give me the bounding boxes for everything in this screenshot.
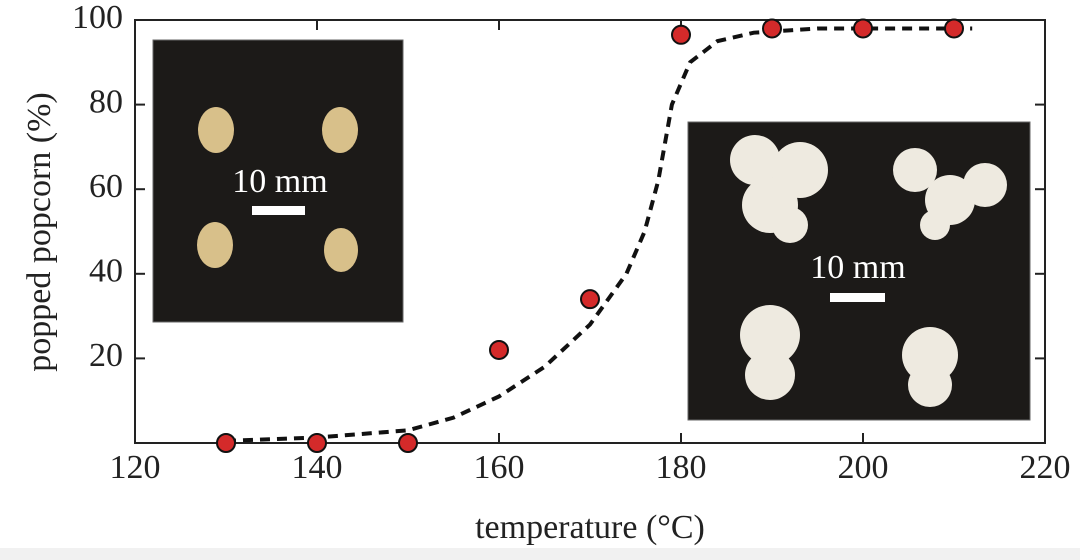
y-tick-label: 80 — [89, 83, 123, 120]
y-tick-label: 20 — [89, 337, 123, 374]
bottom-band — [0, 548, 1080, 560]
data-point — [853, 18, 873, 39]
x-tick-label: 180 — [656, 449, 707, 486]
kernel — [324, 228, 358, 272]
x-tick-label: 160 — [474, 449, 525, 486]
scale-label: 10 mm — [232, 163, 327, 200]
y-tick-label: 40 — [89, 253, 123, 290]
x-tick-label: 120 — [110, 449, 161, 486]
x-axis-label: temperature (°C) — [475, 509, 705, 546]
y-tick-label: 100 — [72, 0, 123, 36]
insets: 10 mm 10 mm — [152, 39, 1031, 421]
kernel-photo — [152, 39, 404, 323]
kernel — [197, 222, 233, 268]
data-point — [307, 433, 327, 453]
y-axis-label: popped popcorn (%) — [21, 92, 58, 371]
scale-bar — [252, 206, 305, 215]
kernel — [198, 107, 234, 153]
kernel — [322, 107, 358, 153]
data-point — [580, 289, 600, 310]
data-point — [762, 18, 782, 39]
scale-label: 10 mm — [810, 249, 905, 286]
data-point — [398, 433, 418, 453]
data-point — [216, 433, 236, 453]
data-point — [671, 24, 691, 45]
data-point — [944, 18, 964, 39]
data-point — [489, 339, 509, 360]
y-tick-label: 60 — [89, 168, 123, 205]
x-tick-label: 140 — [292, 449, 343, 486]
fit-curve — [225, 26, 973, 443]
popcorn — [730, 135, 1007, 407]
x-tick-label: 220 — [1020, 449, 1071, 486]
plot-frame — [134, 19, 1046, 444]
scale-bar — [830, 293, 885, 302]
x-tick-label: 200 — [838, 449, 889, 486]
